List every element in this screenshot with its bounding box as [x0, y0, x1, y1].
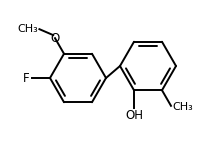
Text: O: O: [50, 32, 60, 45]
Text: OH: OH: [125, 109, 143, 122]
Text: CH₃: CH₃: [172, 102, 193, 112]
Text: CH₃: CH₃: [18, 24, 38, 34]
Text: F: F: [23, 71, 30, 85]
